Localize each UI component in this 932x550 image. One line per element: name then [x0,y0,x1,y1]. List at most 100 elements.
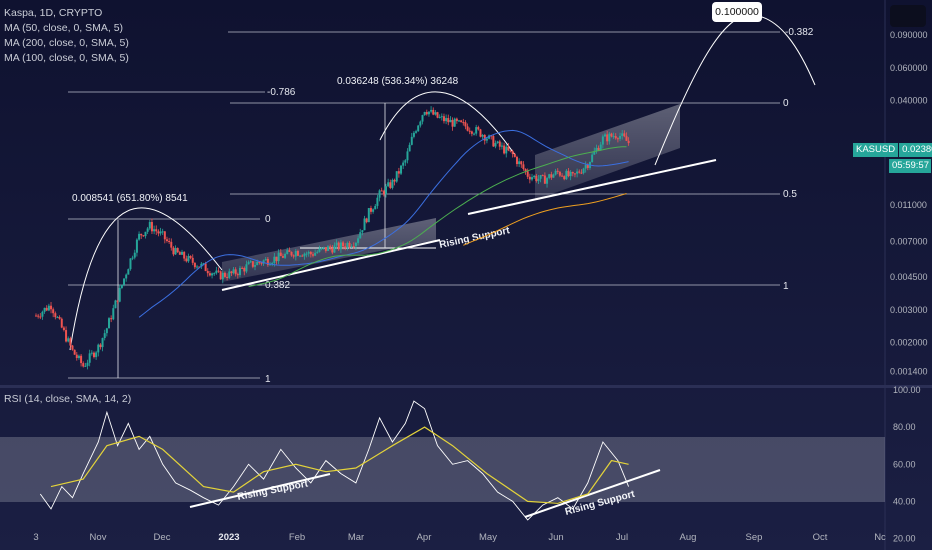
candle-2022-10-18 [67,338,70,342]
candle-2022-12-28 [219,271,222,280]
candle-2023-02-12 [318,248,321,252]
candle-2023-03-16 [387,182,390,187]
candle-2023-06-15 [582,168,585,174]
candle-2023-01-15 [258,261,261,263]
candle-2022-10-05 [39,316,42,318]
rsi-tick-label: 20.00 [893,534,916,544]
ma100-line [248,146,627,288]
candle-2023-02-06 [305,253,308,255]
candle-2023-05-01 [485,138,488,141]
candle-2023-02-10 [314,252,317,256]
rsi-legend[interactable]: RSI (14, close, SMA, 14, 2) [4,393,132,405]
candle-2023-01-26 [281,256,284,258]
candle-2023-01-23 [275,256,278,262]
candle-2023-05-12 [509,150,512,152]
candle-2022-11-16 [129,258,132,270]
indicator-ma50[interactable]: MA (50, close, 0, SMA, 5) [4,22,124,34]
candle-2022-12-23 [208,273,211,276]
candle-2023-01-25 [279,252,282,257]
time-axis[interactable]: 3 Nov Dec 2023 Feb Mar Apr May Jun Jul Aug Sep Oct Nc [33,532,886,543]
candle-2022-12-29 [221,272,224,280]
candle-2022-10-28 [88,353,91,363]
candle-2023-03-01 [354,242,357,247]
candle-2023-02-04 [301,255,304,257]
candle-2023-03-20 [395,171,398,182]
candle-2023-01-30 [290,251,293,256]
candle-2023-06-10 [571,172,574,174]
candle-2022-12-13 [187,255,190,262]
candle-2022-12-05 [170,241,173,248]
candle-2023-01-18 [264,258,267,261]
candle-2022-10-21 [73,349,76,355]
rsi-support-line-2 [524,469,661,518]
candle-2023-03-05 [363,218,366,231]
candle-2022-11-18 [133,252,136,258]
toolbar-toggle-button[interactable] [890,5,926,27]
candle-2023-05-05 [494,143,497,147]
candle-2022-10-24 [80,355,83,364]
candle-2023-01-14 [256,261,259,266]
candle-2023-05-27 [541,175,544,177]
candle-2023-04-23 [468,130,471,132]
candle-2023-02-14 [322,247,325,249]
candle-2023-03-18 [391,179,394,188]
time-tick-label: Feb [289,532,305,543]
candle-2022-12-02 [163,231,166,240]
candle-2023-02-21 [337,242,340,250]
candle-2023-06-17 [586,164,589,168]
candle-2022-10-12 [54,313,57,318]
candle-2022-10-27 [86,362,89,366]
candle-2023-05-11 [507,146,510,151]
candle-2022-12-12 [185,258,188,262]
candle-2022-12-16 [193,262,196,268]
candle-2023-02-24 [344,246,347,248]
time-tick-label: May [479,532,497,543]
candle-2022-12-18 [198,266,201,268]
candle-2023-03-08 [369,208,372,212]
candle-2023-02-23 [342,242,345,247]
rsi-tick-label: 100.00 [893,385,921,395]
candle-2022-11-27 [153,229,156,232]
candle-2023-01-28 [286,250,289,254]
candle-2023-04-18 [458,120,460,122]
candle-2023-04-16 [453,118,456,127]
arc-2 [379,91,516,156]
candle-2022-11-14 [125,274,128,279]
candle-2022-12-01 [161,231,164,233]
indicator-ma200[interactable]: MA (200, close, 0, SMA, 5) [4,37,129,49]
candle-2023-02-02 [296,251,299,256]
price-tick-label: 0.040000 [890,96,928,106]
fib-levels [68,31,780,379]
indicator-ma100[interactable]: MA (100, close, 0, SMA, 5) [4,52,129,64]
symbol-title[interactable]: Kaspa, 1D, CRYPTO [4,7,103,19]
candle-2023-04-25 [473,133,476,135]
fib1-label-0: 0 [265,214,271,225]
candle-2023-03-10 [374,205,377,210]
candle-2022-11-26 [150,222,153,232]
fib2-label-0: 0 [783,98,789,109]
candle-2023-05-28 [543,175,546,184]
candle-2023-02-25 [346,242,349,248]
candle-2023-03-17 [389,182,392,188]
candle-2022-11-09 [114,300,117,309]
price-axis[interactable]: 0.0900000.0600000.0400000.0170000.011000… [890,30,928,376]
candle-2022-10-06 [41,311,44,317]
price-tick-label: 0.011000 [890,200,927,210]
candle-2023-03-02 [357,238,360,243]
candle-2023-06-01 [552,174,555,178]
ma200-line [463,193,627,246]
candle-2022-12-03 [165,239,168,241]
candle-2023-04-04 [427,111,430,115]
candle-2023-03-24 [404,160,407,163]
rsi-axis[interactable]: 100.00 80.00 60.00 40.00 20.00 [893,385,921,544]
candle-2023-06-28 [610,133,613,137]
candle-2022-11-06 [108,318,111,329]
candle-2023-06-21 [595,147,598,152]
pane-separator[interactable] [0,385,932,388]
time-tick-label: Mar [348,532,364,543]
candle-2023-03-07 [367,208,370,223]
time-tick-label: Nov [90,532,107,543]
candle-2023-06-23 [599,144,602,151]
